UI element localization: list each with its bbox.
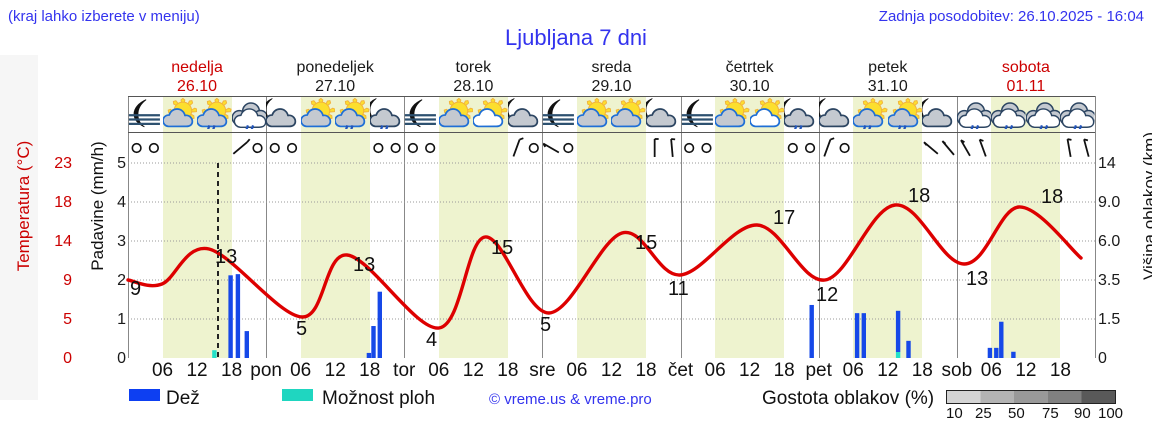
svg-text:4: 4: [426, 329, 437, 351]
svg-text:13: 13: [966, 268, 988, 290]
svg-text:18: 18: [908, 185, 930, 207]
svg-text:17: 17: [773, 207, 795, 229]
svg-text:13: 13: [215, 246, 237, 268]
svg-text:9: 9: [130, 278, 141, 300]
svg-text:15: 15: [635, 232, 657, 254]
svg-text:18: 18: [1041, 186, 1063, 208]
svg-text:13: 13: [353, 254, 375, 276]
svg-text:12: 12: [816, 284, 838, 306]
svg-text:5: 5: [296, 318, 307, 340]
svg-text:5: 5: [540, 314, 551, 336]
svg-text:11: 11: [668, 278, 689, 300]
svg-text:15: 15: [491, 237, 513, 259]
